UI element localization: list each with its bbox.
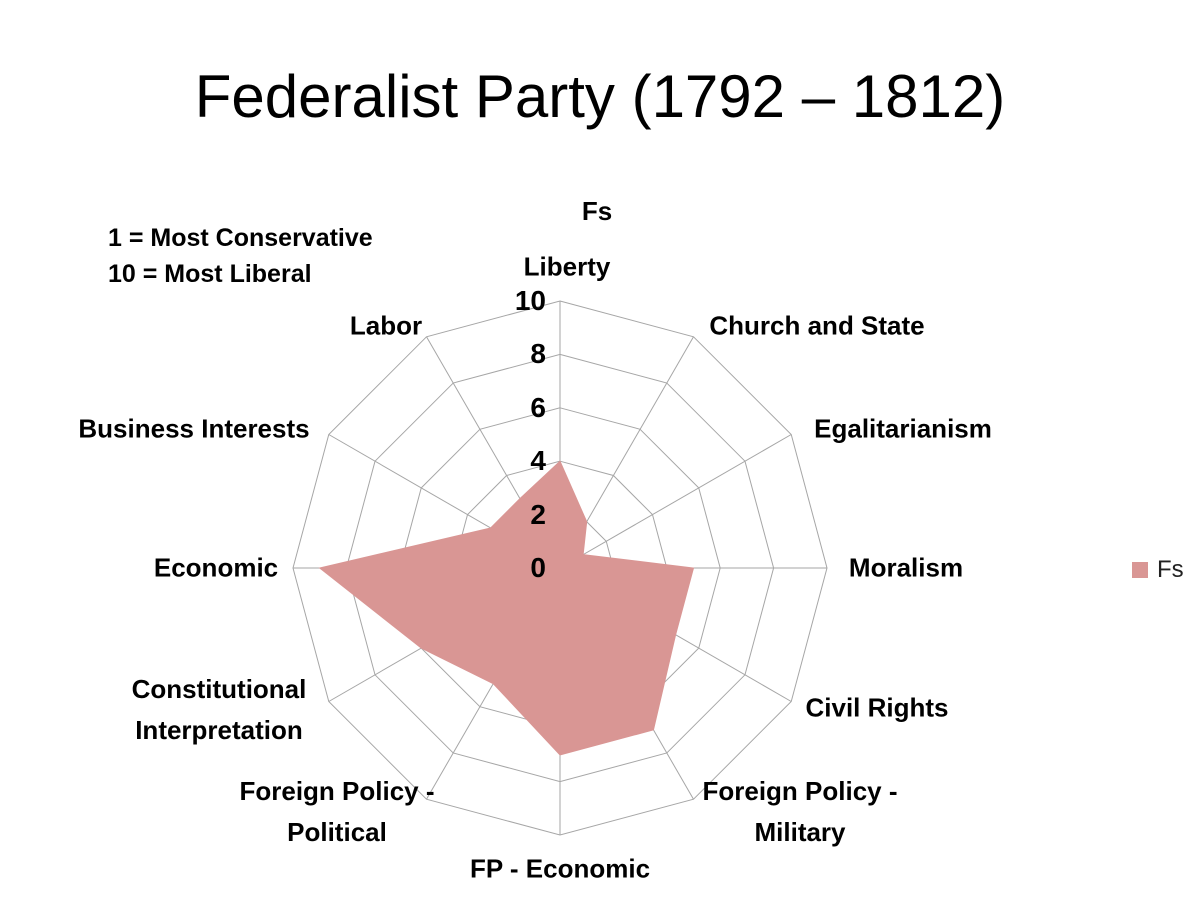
scale-note-line-2: 10 = Most Liberal [108,260,312,288]
scale-note: 1 = Most Conservative 10 = Most Liberal [108,220,373,292]
axis-label-labor: Labor [349,310,423,341]
axis-label-church-and-state: Church and State [709,310,925,341]
page-title: Federalist Party (1792 – 1812) [194,63,1006,130]
legend: Fs [1132,556,1184,584]
grid-spoke [559,434,792,569]
tick-label-10: 10 [514,285,546,316]
tick-label-8: 8 [530,338,546,370]
tick-label-4: 4 [530,445,546,477]
axis-label-liberty: Liberty [523,251,611,282]
axis-label-constitutional-interpretation: Constitutional Interpretation [131,674,307,745]
legend-label-fs: Fs [1157,556,1184,583]
axis-label-egalitarianism: Egalitarianism [814,413,992,444]
axis-label-foreign-policy-political: Foreign Policy - Political [239,776,435,847]
axis-label-moralism: Moralism [848,552,964,583]
axis-label-economic: Economic [153,552,279,583]
axis-label-business-interests: Business Interests [78,413,310,444]
axis-label-civil-rights: Civil Rights [805,692,949,723]
legend-swatch-fs [1132,562,1148,578]
axis-label-fp-economic: FP - Economic [469,853,651,884]
series-title: Fs [581,196,613,226]
axis-label-foreign-policy-military: Foreign Policy - Military [702,776,898,847]
tick-label-0: 0 [530,552,546,583]
scale-note-line-1: 1 = Most Conservative [108,224,373,252]
series-polygon-fs [318,460,695,756]
tick-label-2: 2 [530,498,546,530]
tick-label-6: 6 [530,391,546,423]
